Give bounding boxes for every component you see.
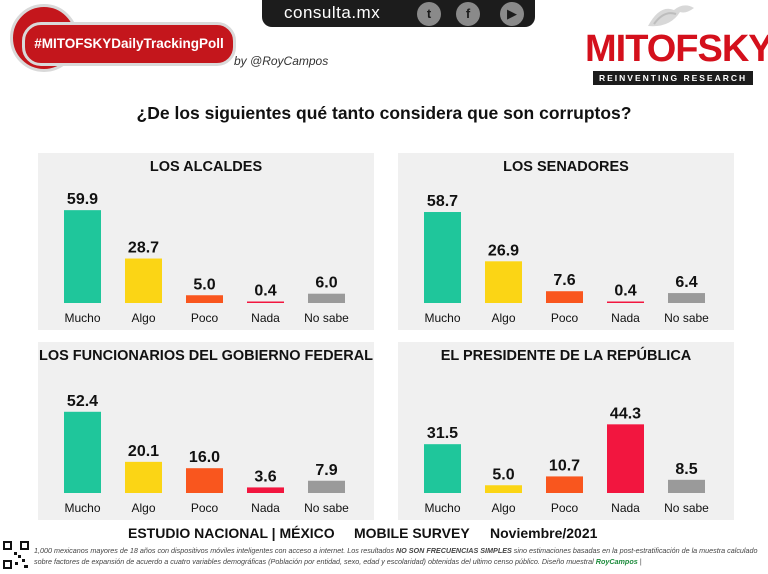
category-label: Nada — [611, 501, 640, 515]
tracking-poll-badge: #MITOFSKYDailyTrackingPoll — [22, 22, 236, 66]
panel-alcaldes: LOS ALCALDES 59.9 Mucho 28.7 Algo 5.0 Poco 0.4… — [38, 153, 374, 330]
panel-senadores: LOS SENADORES 58.7 Mucho 26.9 Algo 7.6 Poco 0.… — [398, 153, 734, 330]
footnote: 1,000 mexicanos mayores de 18 años con d… — [34, 545, 764, 567]
data-label: 7.6 — [553, 272, 575, 289]
data-label: 7.9 — [315, 462, 337, 479]
category-label: Nada — [611, 311, 640, 325]
bar-no-sabe — [308, 480, 345, 493]
data-label: 3.6 — [254, 468, 276, 485]
data-label: 16.0 — [189, 449, 220, 466]
brand-name: MITOFSKY — [585, 28, 768, 70]
qr-code-icon — [2, 540, 30, 570]
bar-algo — [125, 461, 162, 493]
data-label: 6.4 — [675, 274, 697, 291]
bar-poco — [546, 476, 583, 493]
chart-senadores: 58.7 Mucho 26.9 Algo 7.6 Poco 0.4 Nada 6.4 No sab… — [424, 193, 709, 325]
data-label: 5.0 — [492, 466, 514, 483]
category-label: Mucho — [64, 501, 100, 515]
category-label: Algo — [131, 501, 155, 515]
bar-nada — [247, 301, 284, 303]
site-link[interactable]: consulta.mx — [284, 3, 381, 22]
chart-title: LOS ALCALDES — [149, 159, 263, 175]
data-label: 59.9 — [67, 191, 98, 208]
category-label: Algo — [491, 501, 515, 515]
footnote-part1: 1,000 mexicanos mayores de 18 años con d… — [34, 546, 396, 555]
category-label: No sabe — [664, 501, 709, 515]
category-label: Poco — [191, 311, 219, 325]
data-label: 10.7 — [549, 457, 580, 474]
facebook-icon[interactable]: f — [456, 2, 480, 26]
footnote-bold: NO SON FRECUENCIAS SIMPLES — [395, 546, 512, 555]
data-label: 0.4 — [254, 283, 276, 300]
chart-title: LOS FUNCIONARIOS DEL GOBIERNO FEDERAL — [38, 348, 374, 364]
data-label: 31.5 — [427, 425, 458, 442]
bar-algo — [125, 258, 162, 303]
footer-study: ESTUDIO NACIONAL | MÉXICO — [128, 525, 335, 541]
bar-poco — [186, 468, 223, 493]
top-bar: consulta.mx t f ▶ — [262, 0, 535, 27]
bar-no-sabe — [308, 293, 345, 303]
data-label: 20.1 — [128, 443, 159, 460]
data-label: 8.5 — [675, 461, 697, 478]
category-label: No sabe — [304, 501, 349, 515]
footnote-part2: sino estimaciones basadas en la post-est… — [34, 546, 758, 566]
bar-nada — [247, 487, 284, 493]
category-label: No sabe — [304, 311, 349, 325]
bar-poco — [186, 295, 223, 303]
brand-tagline: REINVENTING RESEARCH — [593, 71, 754, 85]
bar-nada — [607, 301, 644, 303]
bar-algo — [485, 485, 522, 493]
chart-alcaldes: 59.9 Mucho 28.7 Algo 5.0 Poco 0.4 Nada 6.0 No sab… — [64, 191, 349, 325]
data-label: 44.3 — [610, 405, 641, 422]
bar-mucho — [64, 411, 101, 493]
youtube-icon[interactable]: ▶ — [500, 2, 524, 26]
footer-date: Noviembre/2021 — [490, 525, 598, 541]
panel-presidente: EL PRESIDENTE DE LA REPÚBLICA 31.5 Mucho 5… — [398, 342, 734, 520]
brand: MITOFSKY REINVENTING RESEARCH — [585, 28, 768, 86]
bar-nada — [607, 424, 644, 493]
category-label: Nada — [251, 501, 280, 515]
chart-title: LOS SENADORES — [503, 159, 629, 175]
footnote-signature: RoyCampos — [595, 557, 638, 566]
category-label: Mucho — [64, 311, 100, 325]
brand-logo-icon — [648, 5, 694, 27]
question-title: ¿De los siguientes qué tanto considera q… — [136, 103, 632, 123]
category-label: Mucho — [424, 501, 460, 515]
data-label: 5.0 — [193, 276, 215, 293]
chart-funcionarios: 52.4 Mucho 20.1 Algo 16.0 Poco 3.6 Nada 7.9 No sa… — [64, 393, 349, 515]
twitter-icon[interactable]: t — [417, 2, 441, 26]
data-label: 52.4 — [67, 393, 98, 410]
category-label: Algo — [131, 311, 155, 325]
category-label: Poco — [551, 311, 579, 325]
bar-mucho — [64, 210, 101, 303]
chart-title: EL PRESIDENTE DE LA REPÚBLICA — [440, 348, 692, 364]
category-label: Poco — [191, 501, 219, 515]
bar-no-sabe — [668, 293, 705, 303]
bar-mucho — [424, 444, 461, 493]
category-label: Poco — [551, 501, 579, 515]
bar-mucho — [424, 212, 461, 303]
data-label: 26.9 — [488, 242, 519, 259]
panel-funcionarios: LOS FUNCIONARIOS DEL GOBIERNO FEDERAL 52… — [38, 342, 374, 520]
chart-presidente: 31.5 Mucho 5.0 Algo 10.7 Poco 44.3 Nada 8.5 No sa… — [424, 405, 709, 515]
footnote-end: | — [637, 557, 642, 566]
category-label: No sabe — [664, 311, 709, 325]
category-label: Algo — [491, 311, 515, 325]
category-label: Mucho — [424, 311, 460, 325]
data-label: 0.4 — [614, 283, 636, 300]
bar-algo — [485, 261, 522, 303]
bar-no-sabe — [668, 479, 705, 493]
bar-poco — [546, 291, 583, 303]
category-label: Nada — [251, 311, 280, 325]
data-label: 58.7 — [427, 193, 458, 210]
data-label: 6.0 — [315, 275, 337, 292]
data-label: 28.7 — [128, 240, 159, 257]
byline: by @RoyCampos — [234, 54, 329, 68]
footer-mode: MOBILE SURVEY — [354, 525, 470, 541]
